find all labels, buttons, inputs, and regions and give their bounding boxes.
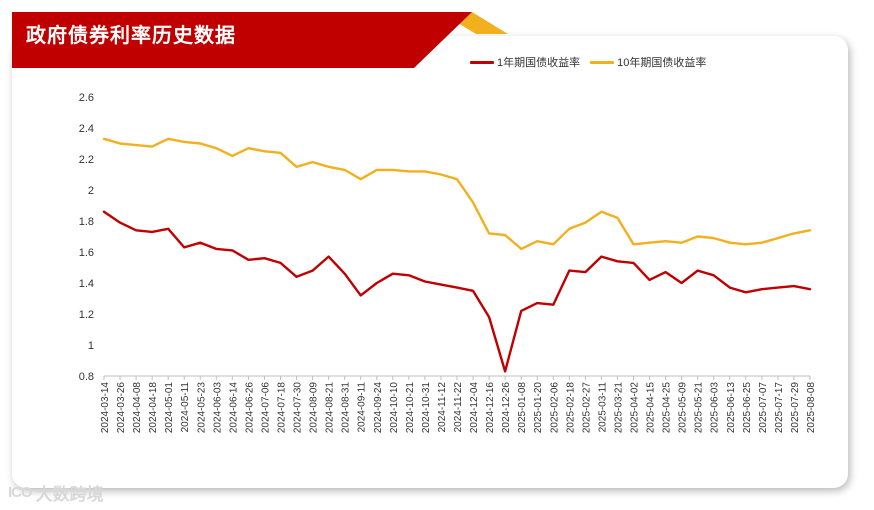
series-line-10y[interactable] [102, 137, 812, 251]
x-tick-label: 2024-07-06 [260, 382, 271, 434]
x-tick-label: 2024-09-11 [357, 382, 368, 433]
watermark: ICO 大数跨境 [8, 480, 104, 505]
x-tick-label: 2024-12-16 [485, 382, 496, 434]
x-axis: 2024-03-14 2024-03-26 2024-04-08 2024-04-18… [100, 375, 817, 434]
x-tick-label: 2025-03-21 [613, 382, 624, 434]
x-tick-label: 2024-10-10 [389, 382, 400, 434]
y-tick-label: 1.6 [79, 247, 94, 259]
x-tick-label: 2025-02-18 [565, 382, 576, 434]
x-tick-label: 2024-10-21 [405, 382, 416, 434]
legend-swatch-10y [590, 60, 615, 64]
y-tick-label: 1.4 [79, 278, 94, 290]
y-tick-label: 2.2 [79, 154, 94, 166]
y-tick-label: 1.2 [79, 309, 94, 321]
x-tick-label: 2025-01-08 [517, 382, 528, 434]
legend[interactable]: 1年期国债收益率 10年期国债收益率 [470, 54, 716, 70]
y-tick-label: 0.8 [79, 371, 94, 383]
x-tick-label: 2024-07-30 [293, 382, 304, 434]
chart-card [12, 36, 848, 488]
series-lines [102, 137, 812, 373]
x-tick-label: 2025-06-25 [742, 382, 753, 434]
x-tick-label: 2025-08-08 [806, 382, 817, 434]
watermark-logo-icon: ICO [8, 484, 33, 501]
x-tick-label: 2024-06-26 [244, 382, 255, 434]
y-tick-label: 2.4 [79, 123, 94, 135]
title-banner [12, 12, 508, 68]
x-tick-label: 2024-12-26 [501, 382, 512, 434]
x-tick-label: 2025-07-17 [774, 382, 785, 434]
watermark-text: 大数跨境 [35, 485, 104, 504]
x-tick-label: 2025-02-27 [581, 382, 592, 434]
legend-label-1y: 1年期国债收益率 [497, 57, 581, 69]
y-tick-label: 1.8 [79, 216, 94, 228]
x-tick-label: 2025-03-11 [597, 382, 608, 433]
x-tick-label: 2024-03-26 [116, 382, 127, 434]
x-tick-label: 2025-07-07 [758, 382, 769, 434]
y-tick-label: 2.6 [79, 92, 94, 104]
x-tick-label: 2024-05-01 [164, 382, 175, 434]
y-tick-label: 2 [88, 185, 94, 197]
x-tick-label: 2025-01-20 [533, 382, 544, 434]
legend-label-10y: 10年期国债收益率 [617, 57, 707, 69]
x-tick-label: 2024-04-18 [148, 382, 159, 434]
x-tick-label: 2025-07-29 [790, 382, 801, 434]
x-tick-label: 2025-02-06 [549, 382, 560, 434]
legend-swatch-1y [470, 60, 494, 64]
x-tick-label: 2025-06-03 [710, 382, 721, 434]
x-tick-label: 2024-11-12 [437, 382, 448, 433]
x-tick-label: 2024-05-11 [180, 382, 191, 433]
x-tick-label: 2024-08-21 [325, 382, 336, 434]
y-axis: 0.8 1 1.2 1.4 1.6 1.8 2 2.2 2.4 2.6 [79, 92, 94, 383]
x-tick-label: 2024-06-14 [228, 382, 239, 434]
x-tick-label: 2024-08-31 [341, 382, 352, 434]
x-tick-label: 2024-09-24 [373, 382, 384, 434]
legend-item-10y[interactable]: 10年期国债收益率 [590, 54, 706, 70]
x-tick-label: 2025-05-21 [694, 382, 705, 434]
x-tick-label: 2024-04-08 [132, 382, 143, 434]
legend-item-1y[interactable]: 1年期国债收益率 [470, 54, 580, 70]
x-tick-label: 2024-12-04 [469, 382, 480, 434]
banner-red-band [12, 12, 472, 68]
x-tick-label: 2024-11-22 [453, 382, 464, 433]
x-tick-label: 2024-08-09 [309, 382, 320, 434]
chart-title: 政府债券利率历史数据 [26, 25, 236, 47]
x-tick-label: 2024-06-03 [212, 382, 223, 434]
x-tick-label: 2025-04-02 [630, 382, 641, 434]
x-tick-label: 2025-04-25 [662, 382, 673, 434]
x-tick-label: 2024-05-23 [196, 382, 207, 434]
x-tick-label: 2025-04-15 [646, 382, 657, 434]
x-tick-label: 2024-03-14 [100, 382, 111, 434]
x-tick-label: 2024-10-31 [421, 382, 432, 434]
y-tick-label: 1 [88, 340, 94, 352]
x-tick-label: 2025-06-13 [726, 382, 737, 434]
x-tick-label: 2025-05-09 [678, 382, 689, 434]
x-tick-label: 2024-07-18 [277, 382, 288, 434]
series-line-1y[interactable] [102, 210, 812, 373]
